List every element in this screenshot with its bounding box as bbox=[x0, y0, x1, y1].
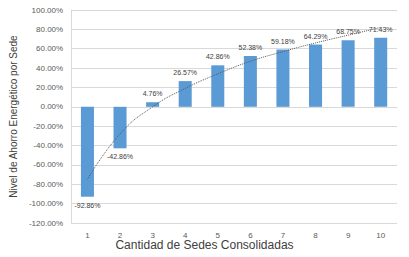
svg-text:-92.86%: -92.86% bbox=[74, 202, 100, 209]
svg-text:1: 1 bbox=[85, 231, 90, 240]
svg-text:-120.00%: -120.00% bbox=[29, 219, 63, 228]
svg-text:52.38%: 52.38% bbox=[238, 44, 262, 51]
svg-text:60.00%: 60.00% bbox=[36, 44, 63, 53]
svg-text:4.76%: 4.76% bbox=[143, 90, 163, 97]
svg-text:40.00%: 40.00% bbox=[36, 64, 63, 73]
svg-text:9: 9 bbox=[346, 231, 351, 240]
svg-text:100.00%: 100.00% bbox=[32, 6, 64, 15]
svg-text:26.57%: 26.57% bbox=[173, 69, 197, 76]
svg-text:68.75%: 68.75% bbox=[336, 28, 360, 35]
svg-text:8: 8 bbox=[313, 231, 318, 240]
svg-text:71.43%: 71.43% bbox=[368, 25, 393, 33]
svg-text:6: 6 bbox=[248, 231, 253, 240]
svg-text:64.29%: 64.29% bbox=[304, 33, 328, 40]
svg-text:80.00%: 80.00% bbox=[36, 25, 63, 34]
svg-text:-20.00%: -20.00% bbox=[33, 122, 63, 131]
svg-text:3: 3 bbox=[150, 231, 155, 240]
svg-text:Nivel de Ahorro Energético por: Nivel de Ahorro Energético por Sede bbox=[8, 35, 19, 198]
svg-text:Cantidad de Sedes Consolidadas: Cantidad de Sedes Consolidadas bbox=[115, 238, 293, 252]
svg-text:20.00%: 20.00% bbox=[36, 83, 63, 92]
svg-text:7: 7 bbox=[281, 231, 286, 240]
svg-text:4: 4 bbox=[183, 231, 188, 240]
svg-text:0.00%: 0.00% bbox=[40, 102, 63, 111]
svg-text:-100.00%: -100.00% bbox=[29, 199, 63, 208]
svg-text:2: 2 bbox=[118, 231, 123, 240]
svg-text:-80.00%: -80.00% bbox=[33, 180, 63, 189]
svg-text:-60.00%: -60.00% bbox=[33, 160, 63, 169]
svg-text:59.18%: 59.18% bbox=[271, 38, 295, 45]
svg-text:-42.86%: -42.86% bbox=[107, 153, 133, 160]
svg-text:10: 10 bbox=[376, 231, 385, 240]
svg-text:42.86%: 42.86% bbox=[206, 53, 230, 60]
svg-text:5: 5 bbox=[216, 231, 221, 240]
svg-text:-40.00%: -40.00% bbox=[33, 141, 63, 150]
